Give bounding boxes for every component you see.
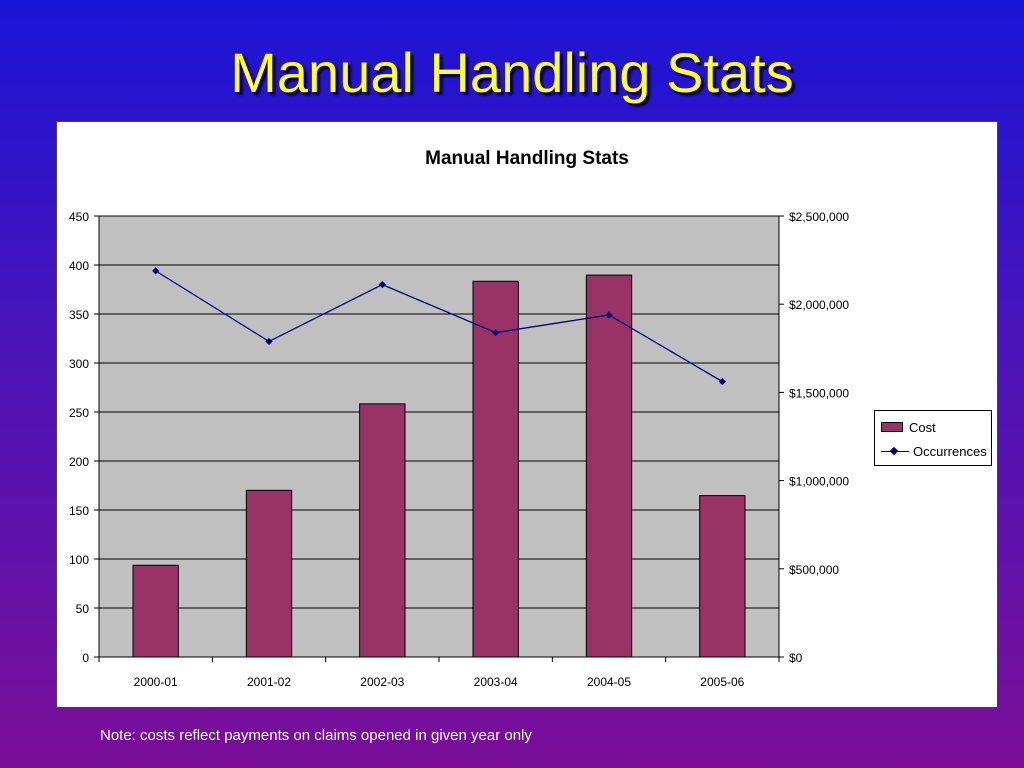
x-axis-tick-label: 2003-04 [474, 675, 518, 689]
point-occurrences [265, 337, 273, 346]
line-occurrences [155, 270, 723, 383]
legend-label-occurrences: Occurrences [913, 443, 987, 459]
point-occurrences [152, 267, 160, 275]
chart-legend: Cost Occurrences [874, 410, 992, 466]
right-axis-tick-label: $500,000 [789, 563, 839, 577]
left-axis-tick-label: 400 [69, 259, 89, 273]
bar-cost [132, 564, 179, 658]
combo-chart: Manual Handling Stats 0 50 100 150 200 250 300 3… [69, 148, 849, 689]
bar-cost [472, 280, 519, 658]
bar-cost [245, 489, 293, 658]
x-axis-tick-label: 2002-03 [360, 675, 404, 689]
x-axis-tick-label: 2004-05 [587, 675, 631, 689]
chart-title: Manual Handling Stats [425, 148, 629, 169]
left-axis-tick-label: 0 [82, 651, 89, 665]
footnote: Note: costs reflect payments on claims o… [100, 727, 532, 744]
legend-swatch-cost [881, 422, 903, 432]
left-axis-tick-label: 250 [69, 406, 89, 420]
chart-area: Manual Handling Stats 0 50 100 150 200 250 300 3… [56, 121, 998, 708]
legend-item-occurrences: Occurrences [881, 442, 987, 460]
bar-cost [359, 403, 406, 658]
right-axis-tick-label: $1,500,000 [789, 386, 849, 400]
left-axis-tick-label: 100 [69, 553, 89, 567]
point-occurrences [718, 378, 726, 386]
slide-title: Manual Handling Stats [230, 41, 794, 104]
x-axis-tick-label: 2005-06 [700, 675, 744, 689]
legend-label-cost: Cost [909, 419, 936, 435]
left-axis-tick-label: 300 [69, 357, 89, 371]
legend-item-cost: Cost [881, 418, 936, 436]
bar-cost [699, 495, 746, 658]
left-axis-tick-label: 350 [69, 308, 89, 322]
bar-cost [585, 274, 633, 658]
left-axis-tick-label: 150 [69, 504, 89, 518]
right-axis-tick-label: $1,000,000 [789, 475, 849, 489]
legend-line-occurrences [881, 446, 909, 456]
left-axis-tick-label: 200 [69, 455, 89, 469]
x-axis-tick-label: 2000-01 [134, 675, 178, 689]
plot-area [98, 215, 780, 658]
x-axis-tick-label: 2001-02 [247, 675, 291, 689]
left-axis-tick-label: 450 [69, 210, 89, 224]
left-axis-tick-label: 50 [76, 602, 90, 616]
point-occurrences [492, 329, 500, 337]
right-axis-tick-label: $2,000,000 [789, 298, 849, 312]
right-axis-tick-label: $2,500,000 [789, 210, 849, 224]
right-axis-tick-label: $0 [789, 651, 803, 665]
